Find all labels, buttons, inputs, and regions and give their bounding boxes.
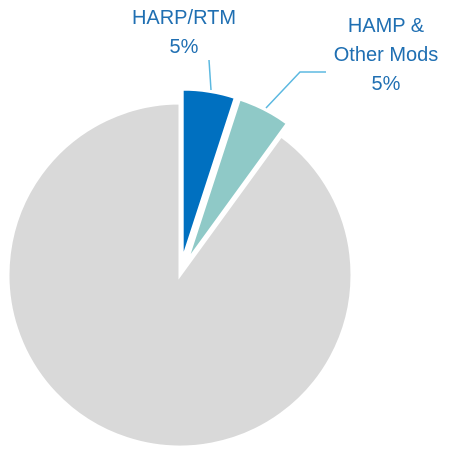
slice-label: HARP/RTM 5% — [124, 4, 244, 62]
pie-slice — [6, 101, 354, 449]
pie-slice — [180, 87, 238, 262]
pie-slice — [184, 97, 290, 264]
value-label: 5% — [371, 73, 401, 95]
category-label: HAMP & Other Mods — [333, 15, 439, 66]
category-label: HARP/RTM — [131, 7, 237, 29]
value-label: 5% — [169, 36, 199, 58]
slice-label: HAMP & Other Mods 5% — [330, 12, 442, 99]
leader-line — [265, 71, 326, 109]
leader-line — [208, 59, 212, 91]
